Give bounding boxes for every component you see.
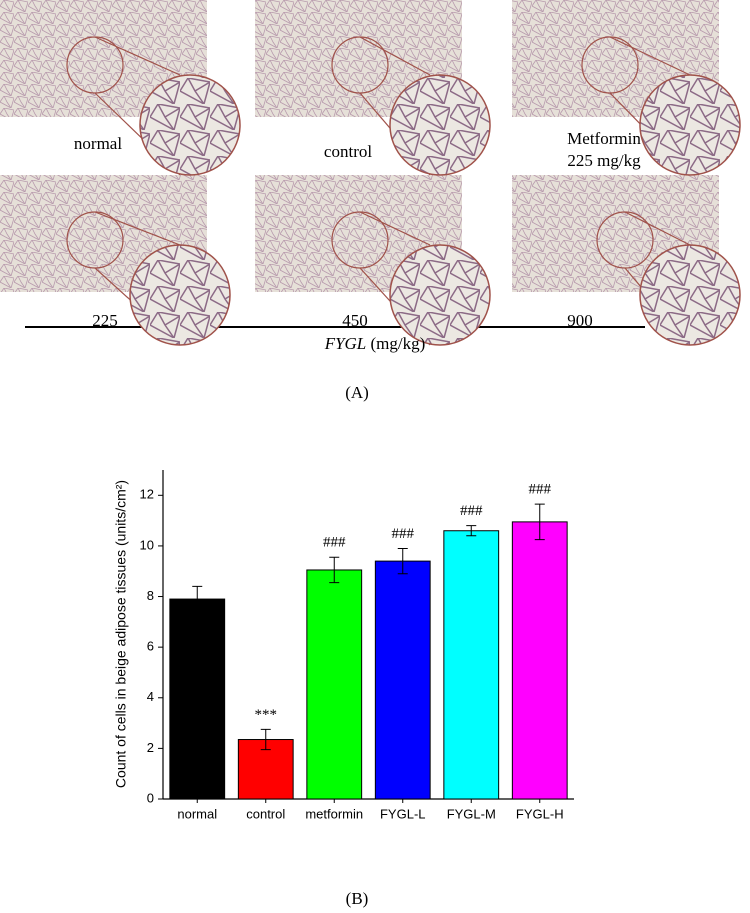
x-tick-label: FYGL-M: [447, 806, 496, 821]
error-bar: [329, 556, 340, 584]
significance-label: ###: [392, 526, 415, 542]
bar: [374, 560, 431, 800]
y-tick-label: 2: [147, 740, 154, 755]
bar: [443, 530, 500, 800]
group-label: 225 mg/kg: [567, 151, 641, 170]
y-tick-label: 0: [147, 790, 154, 805]
axis-unit: (mg/kg): [371, 334, 426, 353]
dose-label: 900: [567, 311, 593, 330]
y-tick-label: 8: [147, 588, 154, 603]
bar: [511, 521, 568, 800]
error-bar: [397, 547, 408, 575]
error-bar: [534, 503, 545, 541]
caption: (B): [346, 889, 369, 908]
error-bar: [466, 525, 477, 537]
y-tick-label: 12: [140, 487, 154, 502]
group-label: control: [324, 142, 372, 161]
significance-label: ###: [323, 535, 346, 551]
dose-label: 225: [92, 311, 118, 330]
caption: (A): [345, 383, 369, 402]
x-tick-label: control: [246, 806, 285, 821]
y-axis-label: Count of cells in beige adipose tissues …: [113, 480, 129, 788]
y-tick-label: 4: [147, 689, 154, 704]
x-tick-label: metformin: [305, 806, 363, 821]
group-label: normal: [74, 134, 122, 153]
bar: [169, 598, 226, 800]
error-bar: [192, 585, 203, 613]
bar: [306, 569, 363, 800]
significance-label: ###: [529, 482, 552, 498]
significance-label: ###: [460, 503, 483, 519]
significance-label: ***: [255, 707, 278, 723]
x-tick-label: FYGL-L: [380, 806, 426, 821]
x-tick-label: normal: [177, 806, 217, 821]
dose-axis-label: FYGL (mg/kg): [324, 334, 426, 353]
axis-name: FYGL: [324, 334, 367, 353]
group-label: Metformin: [567, 129, 641, 148]
y-tick-label: 10: [140, 537, 154, 552]
micrographs: [0, 0, 741, 346]
error-bar: [260, 728, 271, 751]
dose-label: 450: [342, 311, 368, 330]
x-tick-label: FYGL-H: [516, 806, 564, 821]
y-tick-label: 6: [147, 639, 154, 654]
